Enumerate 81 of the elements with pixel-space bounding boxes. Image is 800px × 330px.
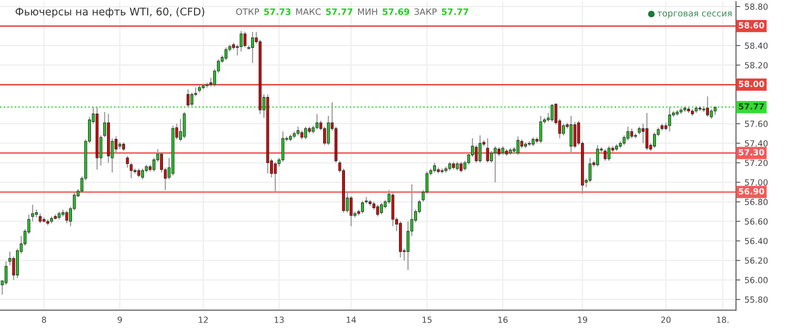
candlestick: [361, 200, 364, 214]
annotation: МАКС: [296, 8, 321, 15]
candlestick: [588, 157, 592, 183]
x-tick-label: 18.: [717, 316, 728, 323]
candlestick: [622, 134, 626, 146]
candlestick: [433, 162, 436, 174]
annotation: торговая сессия: [657, 12, 732, 18]
candlestick: [570, 115, 573, 154]
candlestick: [141, 168, 144, 180]
annotation: 57.69: [382, 8, 410, 15]
y-tick-label: 58.80: [744, 4, 768, 10]
candlestick: [350, 195, 353, 227]
candlestick: [474, 144, 478, 164]
candlestick: [240, 30, 243, 52]
ref-line-label: 58.60: [738, 22, 764, 28]
candlestick: [562, 123, 565, 136]
candlestick: [596, 144, 600, 168]
candlestick: [630, 128, 634, 139]
candlestick: [186, 88, 190, 108]
x-tick-label: 15: [422, 316, 432, 323]
x-tick-label: 13: [274, 316, 284, 323]
y-tick-label: 56.60: [744, 218, 768, 225]
y-tick-label: 58.40: [744, 42, 768, 49]
x-tick-label: 20: [661, 316, 671, 323]
annotation: 57.77: [326, 8, 352, 15]
candlestick: [274, 161, 277, 193]
ref-line-label: 57.77: [738, 103, 764, 110]
candlestick: [380, 202, 383, 216]
y-tick-label: 57.20: [744, 160, 768, 166]
annotation: 57.77: [442, 8, 468, 15]
candlestick: [626, 126, 630, 141]
annotation: ЗАКР: [414, 8, 437, 15]
x-tick-label: 8: [42, 316, 46, 323]
candlestick: [224, 46, 228, 61]
y-tick-label: 55.80: [744, 296, 768, 303]
annotation: МИН: [358, 8, 378, 15]
candlestick: [706, 96, 710, 118]
candlestick: [460, 161, 463, 174]
text: Фьючерсы на нефть WTI, 60, (CFD): [16, 7, 204, 18]
candlestick: [4, 260, 8, 286]
candlestick: [516, 136, 520, 156]
candlestick: [710, 108, 713, 120]
x-tick-label: 16: [498, 316, 508, 323]
candlestick: [668, 106, 672, 132]
candlestick: [182, 111, 186, 139]
ref-line-label: 56.90: [738, 188, 764, 194]
candlestick: [653, 132, 656, 149]
candlestick: [494, 146, 497, 183]
y-tick-label: 56.80: [744, 198, 768, 206]
candlestick: [65, 210, 68, 224]
candlestick: [190, 92, 194, 107]
candlestick: [573, 121, 576, 149]
y-tick-label: 56.00: [744, 276, 768, 284]
x-tick-label: 19: [578, 316, 588, 323]
candlestick: [316, 113, 318, 130]
y-tick-label: 57.60: [744, 120, 768, 127]
candlestick: [604, 148, 607, 162]
candlestick: [486, 138, 490, 164]
candlestick: [608, 146, 610, 162]
x-tick-label: 12: [198, 316, 208, 323]
ref-line-label: 58.00: [738, 80, 764, 88]
candlestick: [244, 31, 246, 48]
candlestick: [550, 104, 554, 122]
annotation: 57.73: [264, 8, 291, 15]
candlestick: [304, 126, 308, 140]
x-tick-label: 14: [346, 316, 356, 323]
candlestick: [539, 115, 542, 144]
candlestick: [376, 204, 380, 218]
ref-line-label: 57.30: [738, 149, 764, 156]
x-tick-label: 9: [118, 316, 122, 323]
y-tick-label: 58.20: [744, 62, 768, 68]
candlestick: [281, 130, 284, 162]
candlestick: [478, 134, 482, 164]
y-tick-label: 57.00: [744, 179, 768, 186]
annotation: ОТКР: [236, 8, 260, 15]
y-tick-label: 56.40: [744, 238, 768, 244]
y-tick-label: 57.40: [744, 140, 768, 147]
candlestick: [251, 31, 254, 64]
candlestick: [645, 112, 648, 151]
candlestick: [38, 212, 42, 224]
y-tick-label: 56.20: [744, 257, 768, 264]
